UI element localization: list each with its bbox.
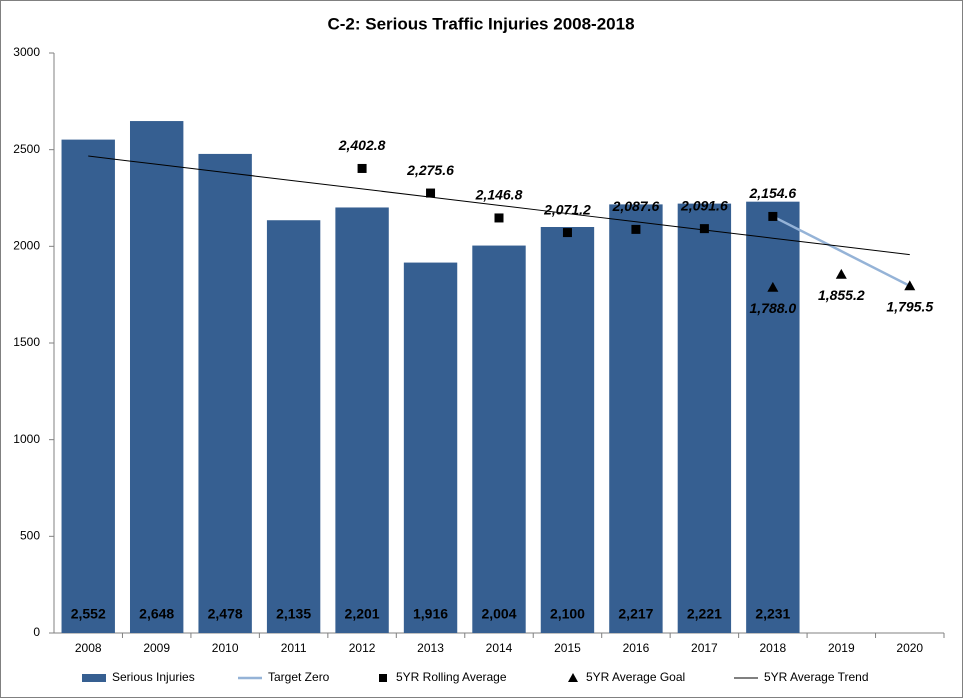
y-tick-label: 1000	[13, 432, 40, 446]
triangle-marker	[835, 268, 847, 279]
square-marker	[494, 213, 504, 223]
x-tick-label: 2009	[143, 641, 170, 655]
square-marker	[562, 228, 572, 238]
x-tick-label: 2013	[417, 641, 444, 655]
point-value-label: 1,855.2	[818, 287, 865, 303]
legend-swatch	[379, 674, 387, 682]
x-tick-label: 2017	[691, 641, 718, 655]
bar	[609, 204, 663, 633]
bar	[403, 262, 458, 633]
bar-value-label: 2,648	[139, 606, 174, 622]
point-value-label: 2,154.6	[748, 185, 796, 201]
legend-label: 5YR Average Trend	[764, 670, 869, 684]
bar	[61, 139, 115, 633]
bar-value-label: 2,004	[481, 606, 516, 622]
bar-value-label: 2,217	[618, 606, 653, 622]
series-line	[772, 215, 911, 287]
bar-value-label: 2,135	[276, 606, 311, 622]
y-tick-label: 2000	[13, 239, 40, 253]
chart-title: C-2: Serious Traffic Injuries 2008-2018	[327, 14, 634, 33]
legend-swatch	[82, 674, 106, 682]
square-marker	[699, 224, 709, 234]
point-value-label: 2,071.2	[543, 201, 591, 217]
legend-label: 5YR Rolling Average	[396, 670, 507, 684]
y-tick-label: 0	[33, 625, 40, 639]
x-tick-label: 2015	[554, 641, 581, 655]
bar-value-label: 2,100	[550, 606, 585, 622]
bar-value-label: 2,221	[687, 606, 722, 622]
bar	[472, 245, 526, 633]
point-value-label: 1,795.5	[886, 299, 933, 315]
square-marker	[768, 211, 778, 221]
x-tick-label: 2012	[349, 641, 376, 655]
bar	[677, 203, 732, 633]
square-marker	[357, 163, 367, 173]
y-tick-label: 500	[20, 529, 40, 543]
x-tick-label: 2019	[828, 641, 855, 655]
bar	[129, 121, 184, 633]
x-tick-label: 2011	[281, 641, 307, 655]
triangle-marker	[904, 280, 916, 291]
legend-label: 5YR Average Goal	[586, 670, 685, 684]
y-tick-label: 1500	[13, 335, 40, 349]
point-value-label: 2,275.6	[406, 162, 454, 178]
x-tick-label: 2010	[212, 641, 239, 655]
point-value-label: 2,091.6	[680, 197, 728, 213]
x-tick-label: 2014	[486, 641, 513, 655]
legend-swatch	[568, 673, 578, 682]
x-tick-label: 2016	[623, 641, 650, 655]
triangle-marker	[767, 281, 779, 292]
bar	[335, 207, 389, 633]
bar	[198, 153, 252, 634]
bar	[266, 220, 321, 633]
y-tick-label: 3000	[13, 45, 40, 59]
bar-value-label: 2,552	[71, 606, 106, 622]
bar-value-label: 2,201	[345, 606, 380, 622]
bar-value-label: 2,231	[755, 606, 790, 622]
point-value-label: 2,146.8	[475, 187, 523, 203]
x-tick-label: 2008	[75, 641, 102, 655]
point-value-label: 2,402.8	[338, 137, 386, 153]
y-tick-label: 2500	[13, 142, 40, 156]
bar	[746, 201, 800, 633]
point-value-label: 2,087.6	[612, 198, 660, 214]
bar	[540, 227, 595, 633]
series-line	[88, 155, 910, 256]
point-value-label: 1,788.0	[749, 300, 796, 316]
bar-value-label: 1,916	[413, 606, 448, 622]
square-marker	[631, 224, 641, 234]
x-tick-label: 2018	[759, 641, 786, 655]
bar-value-label: 2,478	[208, 606, 243, 622]
legend-label: Serious Injuries	[112, 670, 195, 684]
legend-label: Target Zero	[268, 670, 330, 684]
x-tick-label: 2020	[896, 641, 923, 655]
square-marker	[426, 188, 436, 198]
